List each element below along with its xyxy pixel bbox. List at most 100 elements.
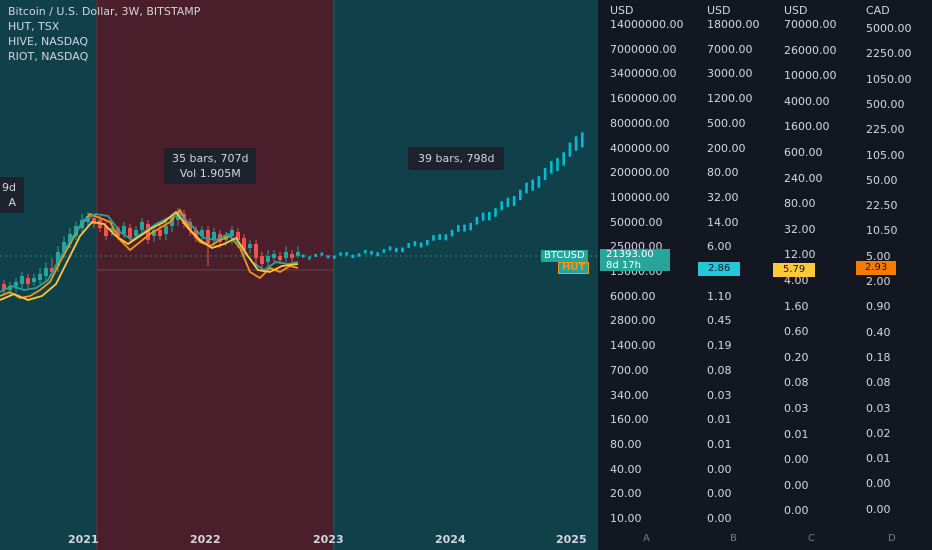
candle (62, 242, 66, 252)
projection-bar (407, 243, 410, 248)
projection-bar (382, 249, 386, 254)
axis-tick: 1.60 (784, 299, 809, 313)
projection-bar (370, 250, 373, 255)
axis-tick: 0.08 (707, 363, 732, 377)
projection-bar (525, 182, 528, 194)
projection-bar (320, 252, 324, 256)
axis-a-letter: A (643, 533, 650, 544)
candle (266, 256, 270, 262)
axis-d-unit: CAD (866, 4, 890, 17)
axis-tick: 4000.00 (784, 94, 830, 108)
legend-line-hive[interactable]: HIVE, NASDAQ (8, 35, 88, 48)
axis-tick: 4.00 (784, 274, 809, 287)
axis-tick: 0.03 (866, 401, 891, 415)
axis-tick: 5.00 (866, 249, 891, 263)
projection-bar (401, 247, 404, 252)
axis-tick: 0.40 (866, 325, 891, 339)
axis-tick: 14.00 (707, 215, 739, 229)
axis-tick: 600.00 (784, 146, 823, 159)
range-tooltip-2: 39 bars, 798d (408, 147, 505, 170)
projection-bar (426, 240, 429, 246)
axis-b-unit: USD (707, 4, 731, 17)
projection-bar (345, 252, 348, 256)
price-axis-d[interactable]: CAD 5000.00 2250.00 1050.00 500.00 225.00 105… (858, 0, 932, 550)
legend-line-btc[interactable]: Bitcoin / U.S. Dollar, 3W, BITSTAMP (8, 5, 201, 18)
legend-line-hut[interactable]: HUT, TSX (8, 20, 60, 33)
candle (230, 230, 234, 236)
candle (278, 256, 282, 260)
date-range-band-1 (97, 0, 334, 550)
time-label-2023: 2023 (313, 533, 344, 546)
candle (68, 234, 72, 244)
legend-line-riot[interactable]: RIOT, NASDAQ (8, 50, 89, 63)
axis-tick: 0.03 (784, 402, 809, 415)
projection-bar (432, 235, 435, 241)
axis-tick: 2800.00 (610, 314, 656, 328)
axis-tick: 10000.00 (784, 69, 837, 83)
axis-tick: 50000.00 (610, 215, 663, 229)
axis-b-letter: B (730, 533, 737, 544)
axis-tick: 0.02 (866, 426, 891, 440)
time-label-2021: 2021 (68, 533, 99, 546)
time-label-2025: 2025 (556, 533, 587, 546)
axis-tick: 70000.00 (784, 18, 837, 31)
projection-bar (333, 255, 336, 259)
axis-tick: 0.08 (784, 376, 809, 390)
projection-bar (568, 142, 572, 157)
axis-tick: 0.18 (866, 350, 891, 364)
candle (20, 276, 24, 284)
axis-tick: 7000000.00 (610, 42, 677, 56)
price-chart[interactable] (0, 0, 598, 550)
projection-bar (581, 132, 584, 148)
date-range-band-2 (334, 0, 598, 550)
range-tooltip-1-bars: 35 bars, 707d (172, 152, 249, 165)
axis-tick: 1400.00 (610, 339, 656, 353)
projection-bar (314, 253, 317, 257)
axis-tick: 32.00 (784, 222, 816, 236)
axis-tick: 225.00 (866, 123, 905, 137)
candle (92, 218, 96, 224)
projection-bar (562, 152, 565, 166)
price-axis-a[interactable]: USD 14000000.00 7000000.00 3400000.00 16000… (598, 0, 698, 550)
axis-tick: 26000.00 (784, 43, 837, 57)
axis-tick: 0.03 (707, 388, 732, 402)
axis-tick: 0.00 (866, 502, 891, 516)
candle (212, 232, 216, 240)
candle (164, 226, 168, 234)
candle (26, 278, 30, 284)
axis-tick: 0.01 (784, 427, 809, 441)
hut-series-line (0, 208, 299, 299)
axis-tick: 0.00 (784, 453, 809, 467)
axis-b-current-tag: 2.86 (698, 262, 741, 276)
projection-bar (574, 136, 578, 151)
axis-tick: 240.00 (784, 171, 823, 185)
bar-countdown: 8d 17h (606, 260, 641, 271)
axis-d-current-tag: 2.93 (856, 261, 897, 275)
time-label-2024: 2024 (435, 533, 466, 546)
projection-bar (537, 176, 541, 188)
candle (206, 230, 210, 244)
axis-tick: 0.00 (707, 462, 732, 476)
price-axis-c[interactable]: USD 70000.00 26000.00 10000.00 4000.00 1600.… (778, 0, 858, 550)
axis-tick: 50.00 (866, 173, 898, 187)
projection-bar (488, 212, 491, 221)
candle (110, 228, 114, 232)
candle (2, 284, 6, 290)
candle (152, 230, 156, 236)
candle (32, 278, 36, 282)
candle (200, 230, 204, 236)
projection-bar (519, 189, 522, 201)
axis-a-unit: USD (610, 4, 634, 17)
projection-bar (457, 225, 460, 232)
axis-tick: 6.00 (707, 240, 732, 254)
chart-area[interactable]: Bitcoin / U.S. Dollar, 3W, BITSTAMP HUT,… (0, 0, 598, 550)
candle (50, 268, 54, 272)
price-axis-b[interactable]: USD 18000.00 7000.00 3000.00 1200.00 500.00 2… (698, 0, 778, 550)
range-tooltip-left-line2: A (8, 196, 16, 209)
axis-tick: 0.00 (784, 478, 809, 492)
axis-tick: 0.00 (866, 477, 891, 491)
projection-bar (388, 246, 392, 251)
axis-tick: 0.08 (866, 376, 891, 390)
projection-bar (475, 216, 479, 225)
axis-tick: 10.00 (610, 512, 642, 525)
